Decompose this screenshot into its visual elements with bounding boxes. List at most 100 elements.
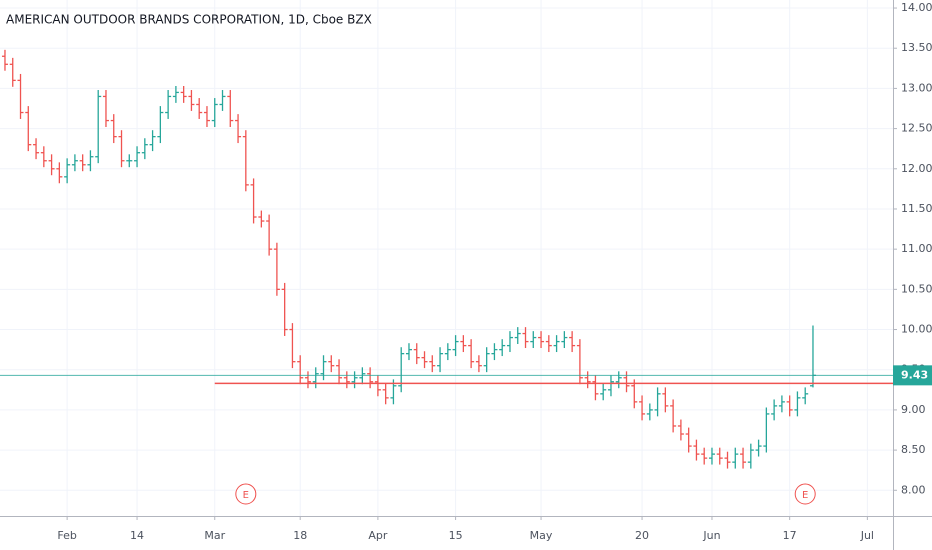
ohlc-bar <box>141 138 148 160</box>
ohlc-bar <box>320 355 327 381</box>
ohlc-bar <box>56 162 63 184</box>
y-tick-label: 14.00 <box>901 1 932 14</box>
ohlc-bar <box>600 383 607 401</box>
event-marker <box>794 483 816 505</box>
ohlc-bar <box>646 403 653 421</box>
ohlc-bar <box>716 447 723 465</box>
ohlc-bar <box>126 154 133 168</box>
ohlc-bar <box>149 130 156 152</box>
ohlc-bar <box>172 86 179 103</box>
x-tick-label: Apr <box>368 529 388 542</box>
ohlc-bar <box>778 395 785 413</box>
ohlc-bar <box>258 210 265 228</box>
ohlc-bar <box>413 343 420 365</box>
ohlc-bar <box>561 331 568 349</box>
event-label: E <box>802 490 808 501</box>
ohlc-bar <box>530 331 537 349</box>
ohlc-bar <box>429 355 436 373</box>
plot <box>0 49 893 469</box>
x-tick-label: Feb <box>57 529 76 542</box>
ohlc-bar <box>281 282 288 336</box>
ohlc-bar <box>227 90 234 127</box>
y-tick-label: 13.00 <box>901 81 932 94</box>
ohlc-bar <box>670 399 677 433</box>
event-marker <box>235 483 257 505</box>
ohlc-bar <box>367 367 374 389</box>
ohlc-bar <box>398 347 405 393</box>
ohlc-bar <box>297 355 304 385</box>
x-tick-label: 15 <box>449 529 463 542</box>
ohlc-bar <box>763 407 770 453</box>
ohlc-bar <box>134 146 141 168</box>
ohlc-bar <box>468 339 475 369</box>
ohlc-bar <box>615 371 622 389</box>
ohlc-bar <box>95 90 102 164</box>
ohlc-bar <box>48 154 55 176</box>
ohlc-bar <box>64 158 71 184</box>
ohlc-bar <box>343 371 350 389</box>
y-tick-label: 11.50 <box>901 202 932 215</box>
ohlc-bar <box>165 90 172 119</box>
x-tick-label: Jul <box>860 529 874 542</box>
ohlc-bar <box>662 387 669 413</box>
ohlc-bar <box>747 443 754 469</box>
ohlc-bar <box>475 355 482 373</box>
ohlc-bar <box>25 106 32 152</box>
ohlc-bar <box>499 339 506 357</box>
ohlc-bar <box>802 387 809 405</box>
ohlc-bar <box>576 339 583 385</box>
ohlc-bar <box>9 57 16 87</box>
ohlc-bar <box>219 90 226 111</box>
ohlc-bar <box>685 427 692 453</box>
y-tick-label: 10.50 <box>901 282 932 295</box>
ohlc-bar <box>514 327 521 344</box>
ohlc-bar <box>506 331 513 353</box>
ohlc-bar <box>631 379 638 409</box>
ohlc-bar <box>794 391 801 417</box>
ohlc-bar <box>180 86 187 103</box>
ohlc-bar <box>607 375 614 397</box>
ohlc-bar <box>460 335 467 353</box>
event-label: E <box>243 490 249 501</box>
ohlc-bar <box>452 335 459 357</box>
ohlc-bar <box>740 447 747 469</box>
y-tick-label: 9.00 <box>901 403 926 416</box>
ohlc-bar <box>592 375 599 401</box>
ohlc-bar <box>553 335 560 353</box>
ohlc-bar <box>157 106 164 144</box>
ohlc-bar <box>522 327 529 349</box>
ohlc-bar <box>755 439 762 457</box>
ohlc-bar <box>110 114 117 144</box>
ohlc-bar <box>266 214 273 256</box>
y-tick-label: 8.50 <box>901 443 926 456</box>
ohlc-bar <box>242 130 249 192</box>
ohlc-bar <box>786 395 793 417</box>
ohlc-bar <box>708 447 715 465</box>
ohlc-bar <box>405 343 412 361</box>
ohlc-bar <box>33 138 40 160</box>
ohlc-bar <box>1 49 8 71</box>
x-tick-label: 18 <box>293 529 307 542</box>
y-tick-label: 13.50 <box>901 41 932 54</box>
y-tick-label: 8.00 <box>901 483 926 496</box>
ohlc-bar <box>17 73 24 119</box>
ohlc-bar <box>421 351 428 369</box>
ohlc-bar <box>639 395 646 421</box>
ohlc-bar <box>483 347 490 373</box>
price-label: 9.43 <box>901 368 928 381</box>
y-tick-label: 10.00 <box>901 323 932 336</box>
ohlc-bar <box>188 90 195 111</box>
ohlc-bar <box>724 451 731 469</box>
y-tick-label: 12.00 <box>901 162 932 175</box>
y-tick-label: 11.00 <box>901 242 932 255</box>
ohlc-bar <box>211 98 218 127</box>
y-tick-label: 12.50 <box>901 122 932 135</box>
grid <box>0 0 893 516</box>
ohlc-bar <box>677 419 684 441</box>
ohlc-bar <box>304 371 311 389</box>
ohlc-bar <box>444 343 451 361</box>
ohlc-bar <box>382 383 389 405</box>
ohlc-bar <box>203 106 210 127</box>
ohlc-bar <box>654 387 661 417</box>
